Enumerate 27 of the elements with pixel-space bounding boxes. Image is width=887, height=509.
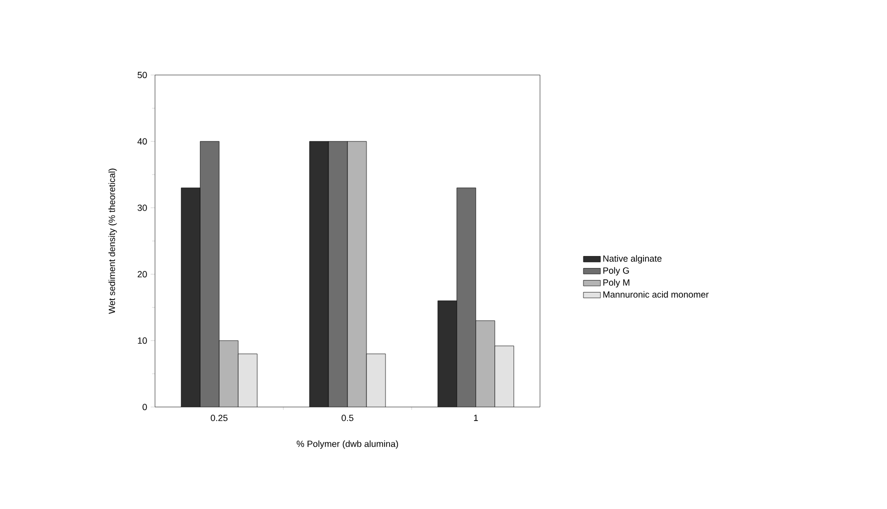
bar [476,320,496,407]
bar [180,188,200,407]
x-tick-label: 0.25 [210,414,228,422]
x-axis-title: % Polymer (dwb alumina) [296,440,398,449]
y-tick-label: 50 [138,72,147,78]
bar [494,346,514,407]
legend-label: Mannuronic acid monomer [603,291,709,298]
y-axis-title: Wet sediment density (% theoretical) [108,168,117,314]
bar [456,188,476,407]
bar [438,300,458,407]
legend-label: Poly G [603,267,629,276]
bar [238,354,258,407]
y-tick-label: 40 [137,138,147,145]
bar [218,340,238,407]
x-tick-label: 0.5 [342,414,354,422]
y-tick-label: 20 [138,271,147,278]
legend-label: Native alginate [603,255,662,264]
y-tick-label: 30 [138,204,147,211]
y-tick-label: 0 [142,404,147,410]
bar [328,141,348,407]
x-tick-label: 1 [474,414,478,421]
bar [200,141,220,407]
y-tick-label: 10 [138,337,147,344]
bar [366,354,386,407]
bar [309,141,329,407]
bar [347,141,367,407]
legend-label: Poly M [603,279,630,288]
